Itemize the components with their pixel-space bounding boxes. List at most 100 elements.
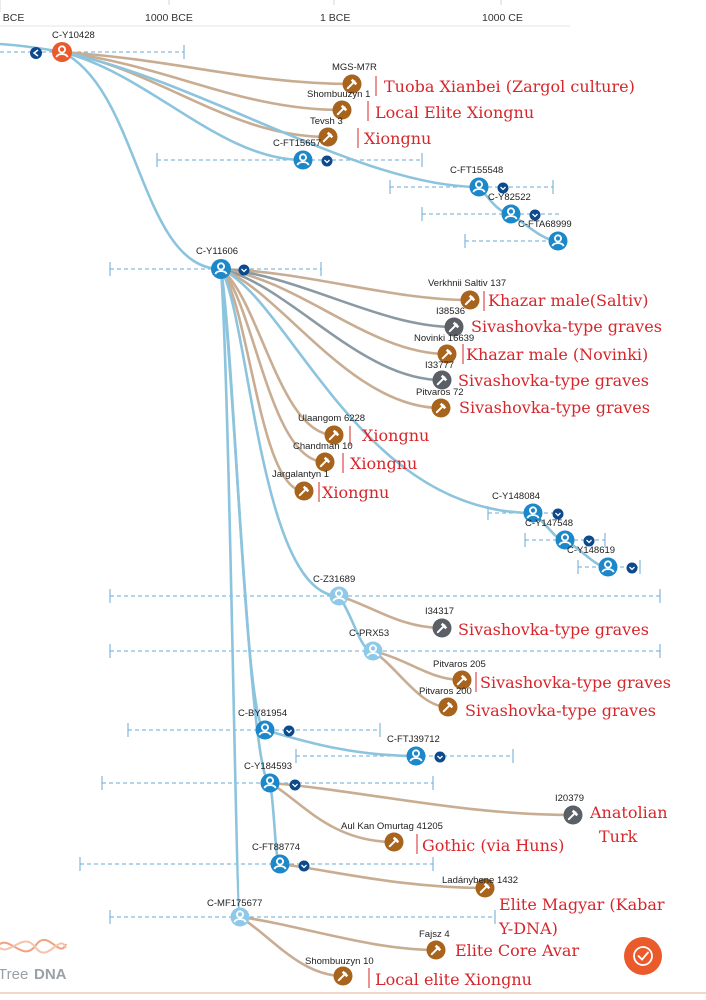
node-by81954[interactable]: C-BY81954 bbox=[238, 708, 295, 740]
sample-aul[interactable]: Aul Kan Omurtag 41205 bbox=[341, 821, 443, 852]
node-label-prx53: C-PRX53 bbox=[349, 628, 389, 639]
timeline-tick-1bce: 1 BCE bbox=[320, 12, 350, 24]
sample-i20379[interactable]: I20379 bbox=[555, 793, 584, 825]
node-label-i38536: I38536 bbox=[436, 306, 465, 317]
expand-icon[interactable] bbox=[283, 725, 295, 737]
expand-icon[interactable] bbox=[529, 209, 541, 221]
annotation-anatolian: Anatolian bbox=[589, 803, 668, 822]
annotation-ticks bbox=[318, 76, 485, 988]
node-label-root: C-Y10428 bbox=[52, 30, 95, 41]
node-label-y148084: C-Y148084 bbox=[492, 491, 540, 502]
sample-fajsz[interactable]: Fajsz 4 bbox=[419, 929, 450, 960]
annotation-sivashovka-1: Sivashovka-type graves bbox=[471, 317, 662, 336]
node-label-verkh: Verkhnii Saltiv 137 bbox=[428, 278, 506, 289]
node-label-y82522: C-Y82522 bbox=[488, 192, 531, 203]
node-ft155548[interactable]: C-FT155548 bbox=[450, 165, 509, 197]
node-ft88774[interactable]: C-FT88774 bbox=[252, 842, 310, 874]
node-prx53[interactable]: C-PRX53 bbox=[349, 628, 389, 661]
node-label-tevsh: Tevsh 3 bbox=[310, 116, 343, 127]
node-label-y11606: C-Y11606 bbox=[196, 246, 238, 257]
sample-i38536[interactable]: I38536 bbox=[436, 306, 465, 337]
node-z31689[interactable]: C-Z31689 bbox=[313, 574, 355, 606]
node-label-fajsz: Fajsz 4 bbox=[419, 929, 450, 940]
node-label-i20379: I20379 bbox=[555, 793, 584, 804]
node-label-mf175677: C-MF175677 bbox=[207, 898, 262, 909]
sample-verkh[interactable]: Verkhnii Saltiv 137 bbox=[428, 278, 506, 310]
node-label-z31689: C-Z31689 bbox=[313, 574, 355, 585]
sample-shom10[interactable]: Shombuuzyn 10 bbox=[305, 956, 374, 986]
sample-jarg[interactable]: Jargalantyn 1 bbox=[272, 469, 329, 501]
dna-helix-icon bbox=[0, 938, 67, 953]
brand-logo: Tree DNA bbox=[0, 938, 67, 983]
annotation-sivashovka-5: Sivashovka-type graves bbox=[480, 673, 671, 692]
annotation-local-elite-xiongnu: Local Elite Xiongnu bbox=[375, 103, 534, 122]
node-label-jarg: Jargalantyn 1 bbox=[272, 469, 329, 480]
brand-tree: Tree bbox=[0, 966, 28, 983]
annotation-sivashovka-3: Sivashovka-type graves bbox=[459, 398, 650, 417]
expand-icon[interactable] bbox=[497, 182, 509, 194]
timeline-header: 0 BCE 1000 BCE 1 BCE 1000 CE bbox=[0, 0, 570, 27]
node-label-shom1: Shombuuzyn 1 bbox=[307, 89, 370, 100]
node-ftj39712[interactable]: C-FTJ39712 bbox=[387, 734, 446, 766]
node-label-lady: Ladánybene 1432 bbox=[442, 875, 518, 886]
expand-icon[interactable] bbox=[321, 155, 333, 167]
expand-icon[interactable] bbox=[626, 562, 638, 574]
annotation-xiongnu-1: Xiongnu bbox=[364, 129, 431, 148]
node-root[interactable]: C-Y10428 bbox=[30, 30, 95, 62]
sample-pitv200[interactable]: Pitvaros 200 bbox=[419, 686, 472, 717]
timeline-tick-1000bce: 1000 BCE bbox=[145, 12, 193, 24]
node-y82522[interactable]: C-Y82522 bbox=[488, 192, 541, 224]
node-y148619[interactable]: C-Y148619 bbox=[567, 545, 638, 577]
sample-ulaan[interactable]: Ulaangom 6228 bbox=[298, 413, 365, 445]
annotation-xiongnu-3: Xiongnu bbox=[350, 454, 417, 473]
node-label-aul: Aul Kan Omurtag 41205 bbox=[341, 821, 443, 832]
node-label-y148619: C-Y148619 bbox=[567, 545, 615, 556]
sample-shom1[interactable]: Shombuuzyn 1 bbox=[307, 89, 370, 120]
expand-icon[interactable] bbox=[289, 779, 301, 791]
collapse-left-icon[interactable] bbox=[30, 47, 42, 59]
sample-lady[interactable]: Ladánybene 1432 bbox=[442, 875, 518, 898]
expand-icon[interactable] bbox=[298, 860, 310, 872]
sample-i34317[interactable]: I34317 bbox=[425, 606, 454, 638]
sample-i33777[interactable]: I33777 bbox=[425, 360, 454, 390]
node-label-i33777: I33777 bbox=[425, 360, 454, 371]
annotation-gothic: Gothic (via Huns) bbox=[422, 836, 564, 855]
node-ft15657[interactable]: C-FT15657 bbox=[273, 138, 333, 170]
expand-icon[interactable] bbox=[238, 264, 250, 276]
node-label-novinki: Novinki 16639 bbox=[414, 333, 474, 344]
sample-novinki[interactable]: Novinki 16639 bbox=[414, 333, 474, 364]
node-label-by81954: C-BY81954 bbox=[238, 708, 287, 719]
sample-pitv205[interactable]: Pitvaros 205 bbox=[433, 659, 486, 690]
node-label-chand: Chandman 10 bbox=[293, 441, 353, 452]
node-fta68999[interactable]: C-FTA68999 bbox=[518, 219, 572, 251]
expand-icon[interactable] bbox=[583, 535, 595, 547]
sample-mgs[interactable]: MGS-M7R bbox=[332, 62, 377, 94]
expand-icon[interactable] bbox=[552, 508, 564, 520]
node-y184593[interactable]: C-Y184593 bbox=[244, 761, 301, 793]
annotation-sivashovka-6: Sivashovka-type graves bbox=[465, 701, 656, 720]
floating-action-button[interactable] bbox=[624, 937, 662, 975]
sample-chand[interactable]: Chandman 10 bbox=[293, 441, 353, 472]
node-mf175677[interactable]: C-MF175677 bbox=[207, 898, 262, 927]
dna-check-icon bbox=[633, 946, 653, 966]
annotation-xiongnu-2: Xiongnu bbox=[362, 426, 429, 445]
sample-tevsh[interactable]: Tevsh 3 bbox=[310, 116, 343, 147]
annotation-elite-core-avar: Elite Core Avar bbox=[455, 941, 579, 960]
timeline-tick-1000ce: 1000 CE bbox=[482, 12, 523, 24]
node-label-ft155548: C-FT155548 bbox=[450, 165, 503, 176]
node-y147548[interactable]: C-Y147548 bbox=[525, 518, 595, 550]
sample-pitv72[interactable]: Pitvaros 72 bbox=[416, 387, 464, 418]
timeline-tick-0bce: 0 BCE bbox=[0, 12, 24, 24]
node-label-pitv200: Pitvaros 200 bbox=[419, 686, 472, 697]
node-y148084[interactable]: C-Y148084 bbox=[492, 491, 564, 523]
brand-dna: DNA bbox=[34, 966, 67, 983]
node-label-ft88774: C-FT88774 bbox=[252, 842, 300, 853]
node-y11606[interactable]: C-Y11606 bbox=[196, 246, 250, 279]
node-label-pitv72: Pitvaros 72 bbox=[416, 387, 464, 398]
annotation-khazar-novinki: Khazar male (Novinki) bbox=[466, 345, 648, 364]
annotation-khazar-saltiv: Khazar male(Saltiv) bbox=[488, 291, 648, 310]
annotations: Tuoba Xianbei (Zargol culture) Local Eli… bbox=[322, 77, 671, 989]
node-label-shom10: Shombuuzyn 10 bbox=[305, 956, 374, 967]
expand-icon[interactable] bbox=[434, 751, 446, 763]
